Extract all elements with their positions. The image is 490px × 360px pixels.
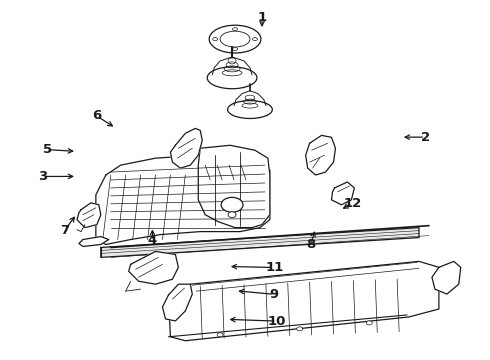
Text: 10: 10	[268, 315, 286, 328]
Polygon shape	[171, 129, 202, 168]
Text: 4: 4	[148, 234, 157, 247]
Polygon shape	[77, 203, 101, 228]
Ellipse shape	[367, 321, 372, 325]
Text: 5: 5	[43, 143, 52, 156]
Ellipse shape	[221, 197, 243, 212]
Polygon shape	[198, 145, 270, 228]
Ellipse shape	[217, 333, 223, 337]
Polygon shape	[101, 228, 419, 257]
Ellipse shape	[228, 212, 236, 218]
Ellipse shape	[207, 67, 257, 89]
Text: 12: 12	[343, 197, 361, 210]
Polygon shape	[96, 155, 270, 244]
Polygon shape	[306, 135, 336, 175]
Text: 3: 3	[38, 170, 48, 183]
Ellipse shape	[213, 37, 218, 41]
Ellipse shape	[233, 48, 238, 50]
Polygon shape	[79, 237, 109, 247]
Ellipse shape	[233, 28, 238, 31]
Polygon shape	[432, 261, 461, 294]
Ellipse shape	[252, 37, 257, 41]
Polygon shape	[163, 284, 192, 321]
Text: 2: 2	[421, 131, 430, 144]
Polygon shape	[332, 182, 354, 205]
Polygon shape	[129, 251, 178, 284]
Text: 1: 1	[257, 11, 267, 24]
Text: 8: 8	[306, 238, 316, 251]
Text: 9: 9	[270, 288, 279, 301]
Polygon shape	[169, 261, 439, 341]
Text: 6: 6	[92, 109, 101, 122]
Text: 7: 7	[60, 224, 69, 237]
Ellipse shape	[220, 31, 250, 47]
Ellipse shape	[209, 25, 261, 53]
Ellipse shape	[297, 327, 303, 331]
Text: 11: 11	[265, 261, 283, 274]
Ellipse shape	[227, 100, 272, 118]
